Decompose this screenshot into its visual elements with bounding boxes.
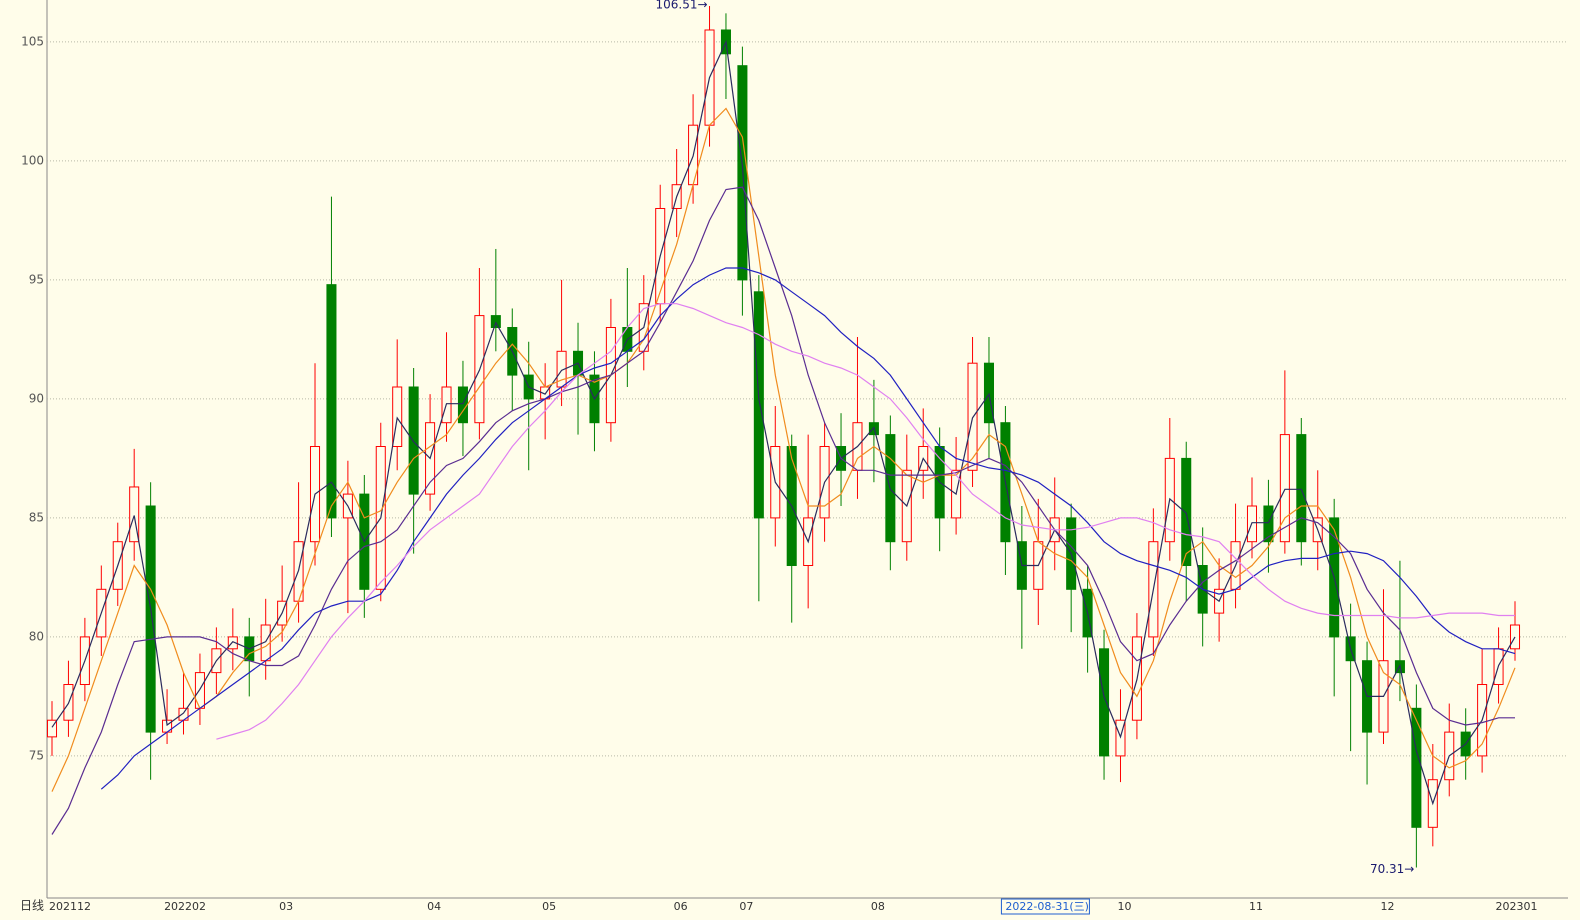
candle-body	[145, 505, 156, 733]
x-tick-label: 03	[279, 900, 293, 913]
candle-body	[227, 636, 238, 650]
x-tick-label: 08	[871, 900, 885, 913]
cursor-label: 2022-08-31(三)	[1005, 900, 1089, 913]
candle-body	[326, 284, 337, 519]
y-tick-label: 100	[21, 153, 44, 167]
candle-body	[753, 291, 764, 519]
max-annotation: 106.51→	[655, 0, 707, 11]
candle-body	[1279, 434, 1290, 543]
candle-body	[408, 386, 419, 495]
candle-body	[1296, 434, 1307, 543]
min-annotation: 70.31→	[1370, 862, 1414, 876]
ma-line	[100, 267, 1516, 790]
candle-body	[46, 719, 58, 738]
x-tick-label: 07	[739, 900, 753, 913]
candle-body	[1181, 457, 1192, 567]
candle-body	[129, 486, 140, 543]
x-tick-label: 04	[427, 900, 441, 913]
y-tick-label: 80	[29, 629, 44, 643]
ma-line	[51, 186, 1515, 835]
y-tick-label: 90	[29, 391, 44, 405]
x-tick-label: 202112	[49, 900, 91, 913]
y-tick-label: 75	[29, 748, 44, 762]
x-tick-label: 202301	[1496, 900, 1538, 913]
candle-body	[1099, 648, 1110, 757]
period-label: 日线	[20, 899, 44, 913]
cursor-label-box	[1000, 898, 1090, 915]
y-tick-label: 105	[21, 34, 44, 48]
x-tick-label: 202202	[164, 900, 206, 913]
candle-body	[392, 386, 403, 448]
x-tick-label: 05	[542, 900, 556, 913]
candle-body	[194, 672, 205, 709]
candle-body	[983, 362, 994, 424]
x-tick-label: 12	[1380, 900, 1394, 913]
candle-body	[1411, 707, 1422, 828]
y-tick-label: 85	[29, 510, 44, 524]
ma-line	[51, 39, 1516, 806]
candle-body	[967, 362, 978, 471]
x-tick-label: 11	[1249, 900, 1263, 913]
candle-body	[490, 315, 501, 328]
ma-line	[216, 303, 1515, 740]
candle-body	[1263, 505, 1274, 543]
x-tick-label: 06	[674, 900, 688, 913]
ma-line	[51, 107, 1516, 792]
x-tick-label: 10	[1117, 900, 1131, 913]
y-tick-label: 95	[29, 272, 44, 286]
candle-body	[457, 386, 468, 424]
